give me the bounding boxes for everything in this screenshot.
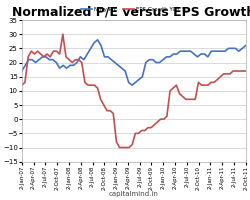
Legend: Nifty P/E, EPS Growth YOY %: Nifty P/E, EPS Growth YOY %	[78, 4, 188, 14]
Title: Normalized P/E versus EPS Growth: Normalized P/E versus EPS Growth	[12, 6, 250, 19]
X-axis label: capitalmind.in: capitalmind.in	[108, 191, 158, 197]
